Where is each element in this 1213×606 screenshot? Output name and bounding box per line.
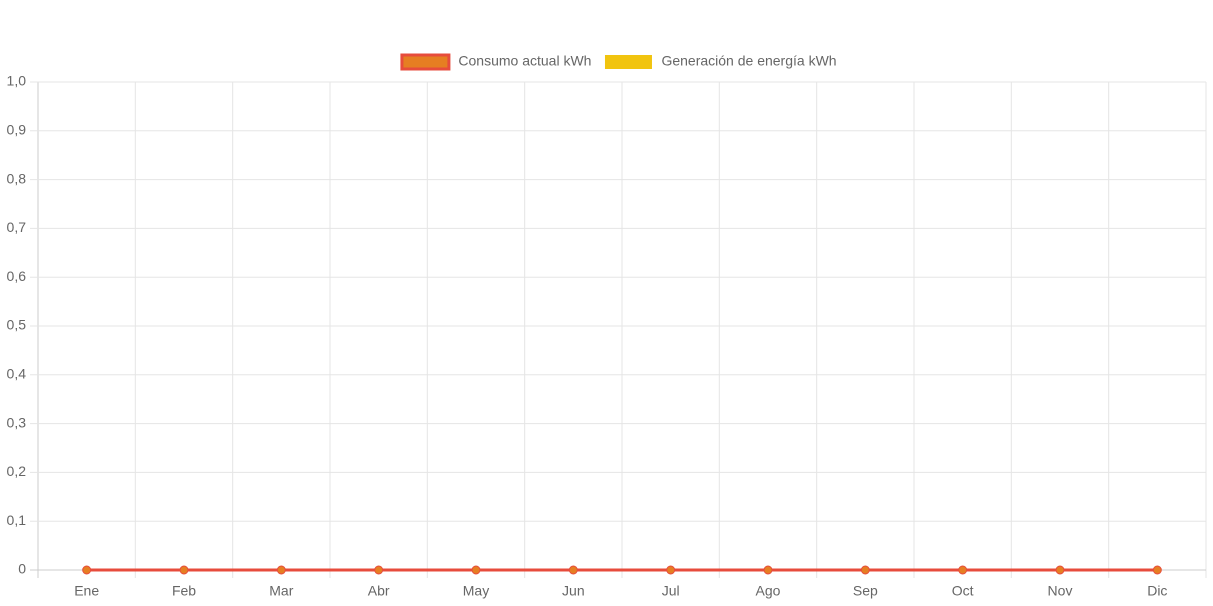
y-tick-label: 0,7 [7,219,27,235]
x-tick-label: Feb [172,583,196,599]
y-tick-label: 0,4 [7,366,27,382]
x-tick-label: Dic [1147,583,1167,599]
point [860,565,870,575]
legend-swatch [604,55,652,69]
x-tick-label: Ene [74,583,99,599]
point [471,565,481,575]
x-tick-label: Jun [562,583,585,599]
point [1055,565,1065,575]
x-tick-label: Abr [368,583,390,599]
legend-label: Consumo actual kWh [458,53,591,69]
x-tick-label: Mar [269,583,293,599]
x-tick-label: Nov [1048,583,1073,599]
point [666,565,676,575]
y-tick-label: 1,0 [7,73,27,89]
y-tick-label: 0 [18,561,26,577]
y-tick-label: 0,1 [7,512,27,528]
x-tick-label: Oct [952,583,974,599]
legend-swatch [400,53,451,71]
y-tick-label: 0,5 [7,317,27,333]
point [374,565,384,575]
point [763,565,773,575]
y-tick-label: 0,2 [7,463,27,479]
point [179,565,189,575]
point [82,565,92,575]
point [568,565,578,575]
legend-label: Generación de energía kWh [661,53,836,69]
x-tick-label: May [463,583,489,599]
point [276,565,286,575]
x-tick-label: Jul [662,583,680,599]
y-tick-label: 0,8 [7,170,27,186]
x-tick-label: Sep [853,583,878,599]
point [958,565,968,575]
y-tick-label: 0,3 [7,414,27,430]
y-tick-label: 0,9 [7,122,27,138]
y-tick-label: 0,6 [7,268,27,284]
x-tick-label: Ago [756,583,781,599]
legend: Consumo actual kWh Generación de energía … [400,53,837,71]
point [1152,565,1162,575]
